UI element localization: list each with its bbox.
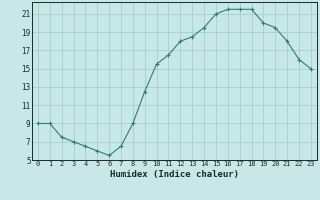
X-axis label: Humidex (Indice chaleur): Humidex (Indice chaleur) [110,170,239,179]
